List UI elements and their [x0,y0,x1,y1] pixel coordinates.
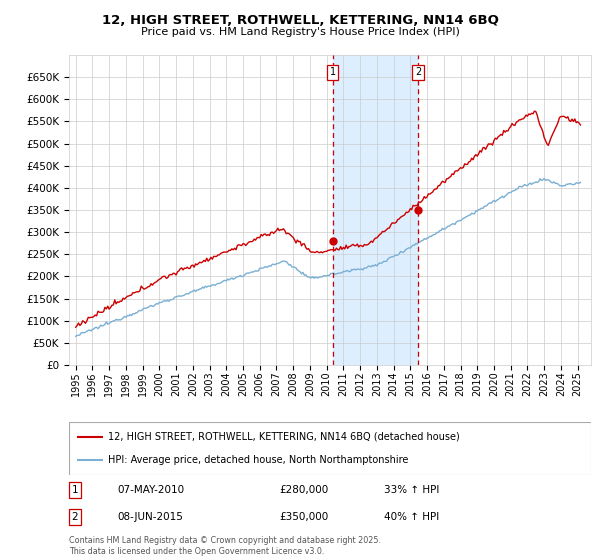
Text: £280,000: £280,000 [279,485,328,495]
Text: HPI: Average price, detached house, North Northamptonshire: HPI: Average price, detached house, Nort… [108,455,409,465]
Text: 2: 2 [71,512,79,522]
Text: 40% ↑ HPI: 40% ↑ HPI [384,512,439,522]
Bar [333,55,418,365]
Text: 07-MAY-2010: 07-MAY-2010 [117,485,184,495]
Text: 12, HIGH STREET, ROTHWELL, KETTERING, NN14 6BQ (detached house): 12, HIGH STREET, ROTHWELL, KETTERING, NN… [108,432,460,442]
Text: 12, HIGH STREET, ROTHWELL, KETTERING, NN14 6BQ: 12, HIGH STREET, ROTHWELL, KETTERING, NN… [101,14,499,27]
Text: Price paid vs. HM Land Registry's House Price Index (HPI): Price paid vs. HM Land Registry's House … [140,27,460,37]
Text: 1: 1 [71,485,79,495]
Text: £350,000: £350,000 [279,512,328,522]
Text: 2: 2 [415,67,421,77]
Text: Contains HM Land Registry data © Crown copyright and database right 2025.
This d: Contains HM Land Registry data © Crown c… [69,536,381,556]
Text: 08-JUN-2015: 08-JUN-2015 [117,512,183,522]
Text: 33% ↑ HPI: 33% ↑ HPI [384,485,439,495]
Text: 1: 1 [330,67,336,77]
